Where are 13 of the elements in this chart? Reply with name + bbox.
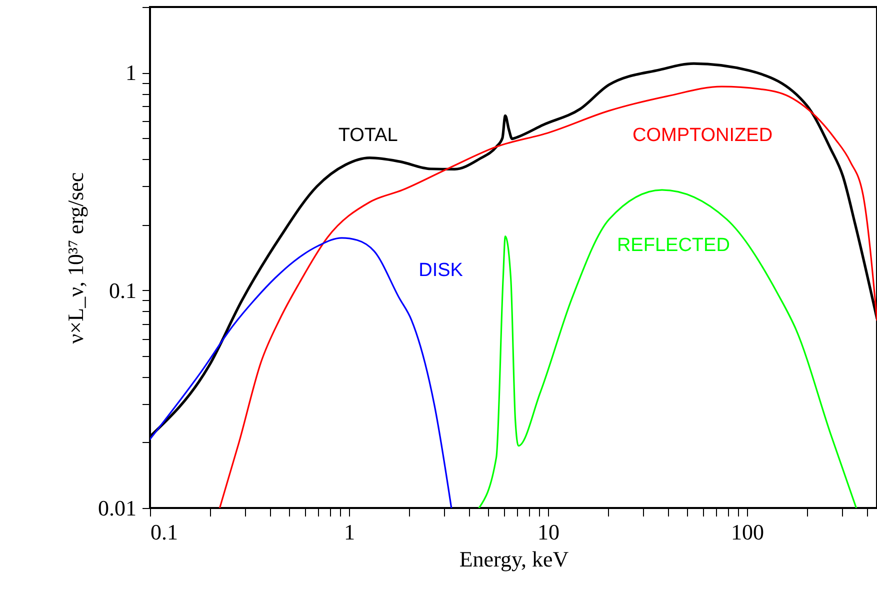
- y-axis-title: ν×L_ν, 10³⁷ erg/sec: [63, 172, 88, 344]
- y-tick-label: 0.01: [98, 496, 136, 520]
- x-axis-title: Energy, keV: [459, 546, 569, 572]
- series-label: COMPTONIZED: [632, 124, 773, 146]
- series-label: TOTAL: [338, 124, 398, 146]
- x-tick-label: 0.1: [150, 520, 178, 544]
- x-tick-label: 100: [731, 520, 764, 544]
- x-tick-label: 10: [538, 520, 560, 544]
- y-tick-label: 0.1: [109, 278, 136, 303]
- y-tick-label: 1: [126, 60, 136, 86]
- series-label: REFLECTED: [616, 234, 730, 256]
- x-tick-label: 1: [344, 520, 356, 544]
- series-label: DISK: [418, 260, 464, 282]
